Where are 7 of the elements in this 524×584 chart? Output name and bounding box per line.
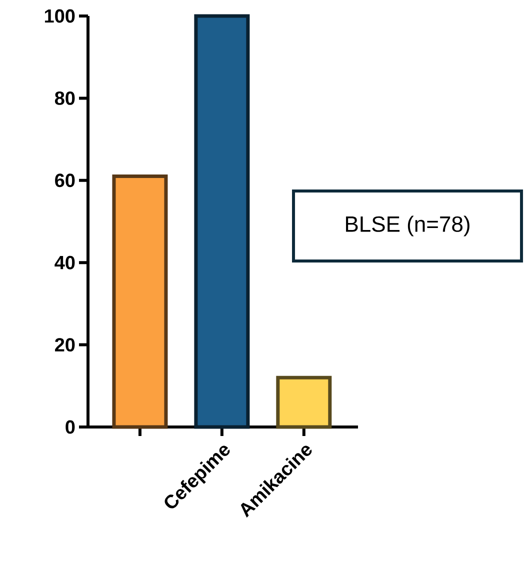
y-tick-label: 40	[54, 256, 75, 270]
y-tick-label: 80	[54, 91, 75, 105]
y-tick-label: 0	[66, 420, 75, 434]
y-tick-label: 60	[55, 174, 75, 188]
y-tick-label: 20	[55, 338, 75, 352]
annotation: BLSE (n=78)	[346, 216, 470, 236]
y-tick-label: 100	[44, 9, 75, 23]
